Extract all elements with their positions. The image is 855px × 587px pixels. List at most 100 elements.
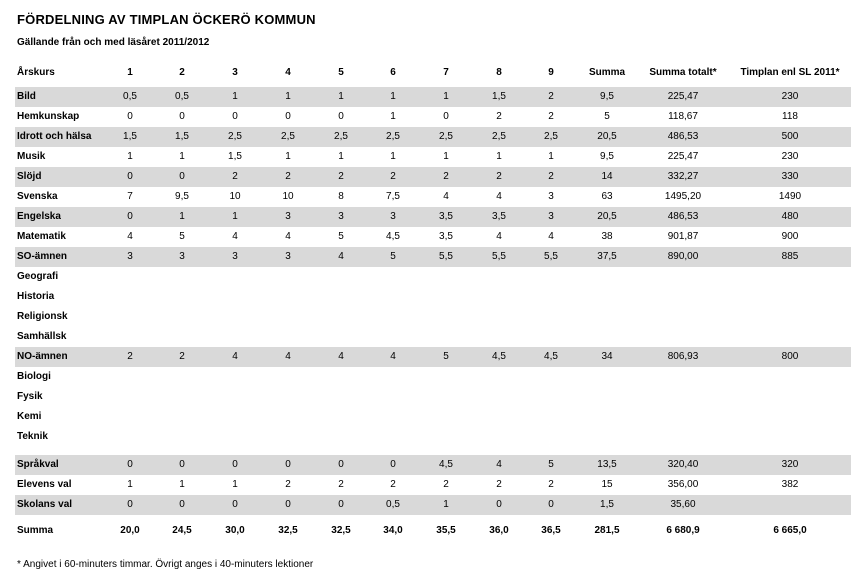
table-cell: 0 (232, 459, 238, 470)
table-cell: 5 (390, 251, 396, 262)
row-label: Historia (17, 291, 55, 302)
table-cell: 2 (548, 479, 554, 490)
table-row: Elevens val 1 1 1 2 2 2 2 2 2 15 356,00 382 (15, 475, 851, 495)
table-cell: 480 (781, 211, 799, 222)
table-cell: 900 (781, 231, 799, 242)
header-cell: Summa totalt* (649, 67, 717, 78)
table-cell: 3 (179, 251, 185, 262)
table-cell: 4 (496, 191, 502, 202)
table-cell: 2,5 (386, 131, 400, 142)
table-cell: 38 (601, 231, 613, 242)
table-cell: 63 (601, 191, 613, 202)
table-cell: 4 (285, 351, 291, 362)
table-cell: 3 (390, 211, 396, 222)
table-cell: 320 (781, 459, 799, 470)
table-cell: 34 (601, 351, 613, 362)
header-cell: 3 (232, 67, 238, 78)
table-cell: 14 (601, 171, 613, 182)
table-cell: 4 (443, 191, 449, 202)
table-cell: 2 (496, 479, 502, 490)
table-cell: 1 (390, 151, 396, 162)
table-cell: 4 (496, 459, 502, 470)
table-cell: 4,5 (386, 231, 400, 242)
sum-cell: 281,5 (594, 525, 620, 536)
row-label: Slöjd (17, 171, 42, 182)
table-cell: 320,40 (667, 459, 699, 470)
table-cell: 3 (548, 211, 554, 222)
table-cell: 806,93 (667, 351, 699, 362)
table-cell: 1,5 (492, 91, 506, 102)
table-row: Språkval 0 0 0 0 0 0 4,5 4 5 13,5 320,40 320 (15, 455, 851, 475)
sum-cell: 6 680,9 (666, 525, 700, 536)
table-cell: 0 (179, 171, 185, 182)
table-cell: 0 (127, 111, 133, 122)
header-cell: 9 (548, 67, 554, 78)
table-cell: 1,5 (175, 131, 189, 142)
table-cell: 2,5 (544, 131, 558, 142)
table-cell: 1 (232, 91, 238, 102)
sum-cell: 32,5 (278, 525, 298, 536)
table-sum-row: Summa 20,0 24,5 30,0 32,5 32,5 34,0 35,5 36,0 36,… (15, 521, 851, 541)
table-cell: 0 (338, 111, 344, 122)
table-cell (725, 495, 855, 515)
table-cell: 0 (285, 459, 291, 470)
table-cell: 3 (127, 251, 133, 262)
table-cell: 500 (781, 131, 799, 142)
table-cell: 15 (601, 479, 613, 490)
table-cell: 4,5 (544, 351, 558, 362)
row-label: Elevens val (17, 479, 72, 490)
sum-cell: 35,5 (436, 525, 456, 536)
header-cell: Årskurs (17, 67, 55, 78)
table-cell: 7 (127, 191, 133, 202)
table-cell: 118,67 (668, 111, 698, 122)
table-cell: 0,5 (386, 499, 400, 510)
table-cell: 0 (232, 499, 238, 510)
table-cell: 0 (127, 171, 133, 182)
table-row: Skolans val 0 0 0 0 0 0,5 1 0 0 1,5 35,60 (15, 495, 851, 515)
table-cell: 4 (496, 231, 502, 242)
table-cell: 2 (548, 91, 554, 102)
table-cell: 0 (443, 111, 449, 122)
table-cell: 0 (285, 499, 291, 510)
table-cell: 1 (338, 151, 344, 162)
table-cell: 0 (285, 111, 291, 122)
table-cell: 2 (548, 171, 554, 182)
table-cell: 4 (232, 351, 238, 362)
header-cell: 8 (496, 67, 502, 78)
table-row: Hemkunskap 0 0 0 0 0 1 0 2 2 5 118,67 118 (15, 107, 851, 127)
table-cell: 2 (338, 171, 344, 182)
table-cell: 0 (127, 459, 133, 470)
table-cell: 0 (338, 499, 344, 510)
table-cell: 1 (338, 91, 344, 102)
table-cell: 486,53 (667, 211, 699, 222)
table-cell: 901,87 (667, 231, 699, 242)
table-cell: 3,5 (492, 211, 506, 222)
table-row: Musik 1 1 1,5 1 1 1 1 1 1 9,5 225,47 230 (15, 147, 851, 167)
table-row: Samhällsk (15, 327, 851, 347)
table-cell: 1 (443, 499, 449, 510)
table-cell: 9,5 (600, 91, 614, 102)
row-label: Geografi (17, 271, 59, 282)
table-cell: 2,5 (228, 131, 242, 142)
sum-cell: 36,0 (489, 525, 509, 536)
table-cell: 0 (390, 459, 396, 470)
table-cell: 4 (338, 251, 344, 262)
table-cell: 1 (179, 479, 185, 490)
row-label: Skolans val (17, 499, 73, 510)
table-cell: 2 (390, 479, 396, 490)
table-row: Geografi (15, 267, 851, 287)
sum-cell: 24,5 (172, 525, 192, 536)
table-cell: 0 (232, 111, 238, 122)
table-cell: 5,5 (439, 251, 453, 262)
table-cell: 486,53 (667, 131, 699, 142)
table-cell: 1 (232, 479, 238, 490)
row-label: Idrott och hälsa (17, 131, 92, 142)
header-cell: 7 (443, 67, 449, 78)
document-subtitle: Gällande från och med läsåret 2011/2012 (17, 37, 210, 48)
row-label: Teknik (17, 431, 48, 442)
header-cell: 4 (285, 67, 291, 78)
table-cell: 8 (338, 191, 344, 202)
document-title: FÖRDELNING AV TIMPLAN ÖCKERÖ KOMMUN (17, 12, 316, 27)
table-cell: 2,5 (439, 131, 453, 142)
sum-cell: 30,0 (225, 525, 245, 536)
